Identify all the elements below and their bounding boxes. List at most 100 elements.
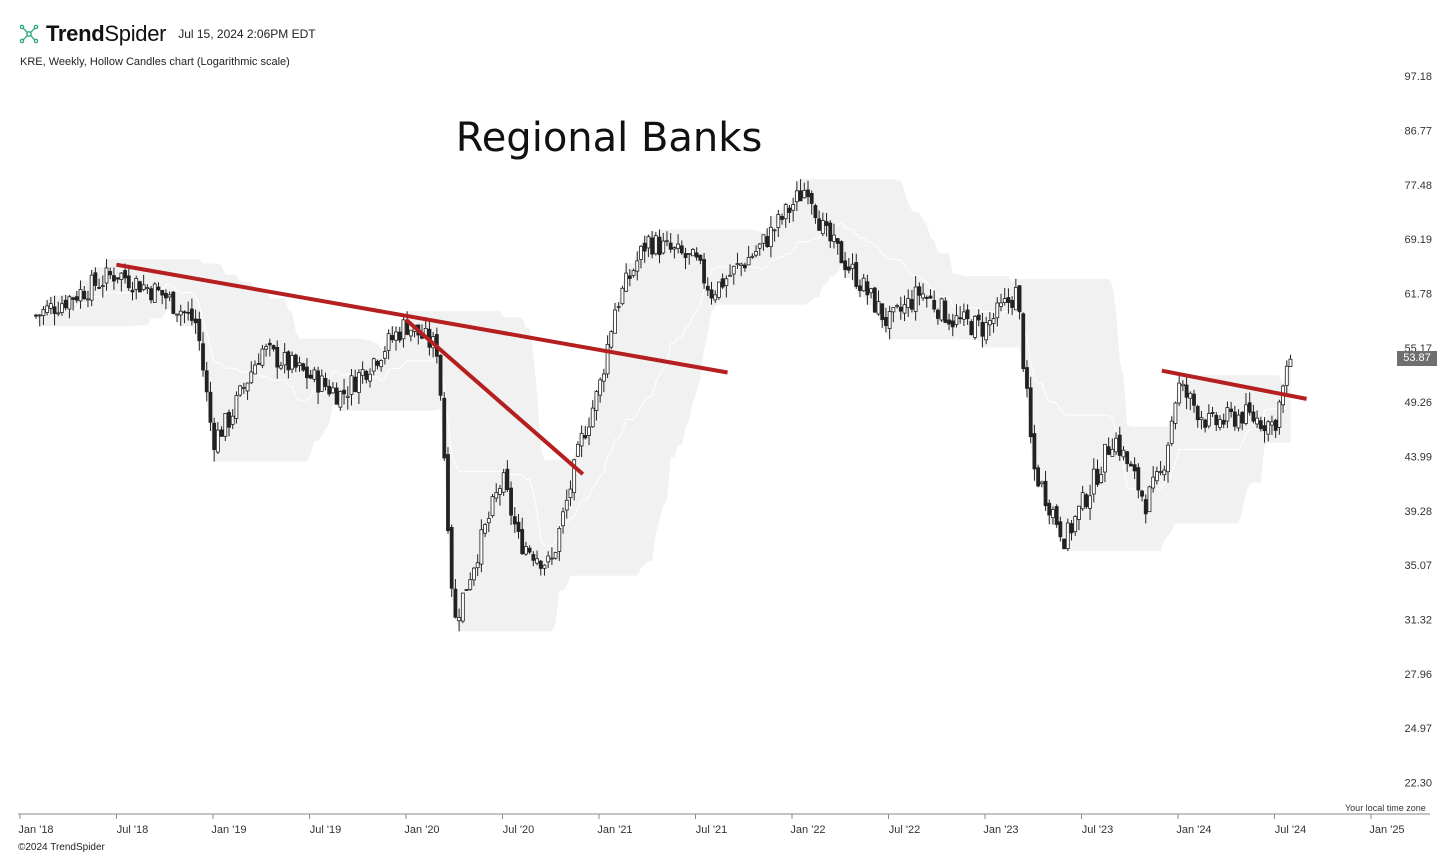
candle bbox=[750, 253, 755, 259]
candle bbox=[839, 240, 844, 264]
candle bbox=[509, 481, 513, 526]
candle bbox=[976, 309, 981, 327]
candle bbox=[327, 379, 332, 397]
header: TrendSpider Jul 15, 2024 2:06PM EDT bbox=[18, 20, 316, 48]
candle bbox=[1125, 450, 1130, 472]
candle bbox=[902, 295, 907, 322]
candle bbox=[1065, 518, 1070, 552]
candle bbox=[624, 263, 629, 293]
candle bbox=[1255, 410, 1259, 429]
candle bbox=[843, 251, 848, 279]
candle bbox=[134, 275, 139, 300]
candle bbox=[230, 409, 235, 430]
candle bbox=[1069, 520, 1074, 541]
candle bbox=[145, 284, 150, 294]
candle bbox=[646, 234, 651, 258]
trendline[interactable] bbox=[404, 318, 585, 476]
candle bbox=[568, 480, 573, 507]
candle bbox=[141, 274, 146, 292]
candle bbox=[175, 313, 179, 323]
candle bbox=[126, 265, 131, 291]
candle bbox=[717, 281, 721, 300]
candle bbox=[1192, 389, 1196, 413]
candle bbox=[1173, 401, 1178, 430]
trendline[interactable] bbox=[1161, 368, 1307, 401]
candle bbox=[249, 361, 254, 384]
y-tick-label: 69.19 bbox=[1404, 234, 1432, 246]
x-axis[interactable]: Jan '18 Jul '18 Jan '19 Jul '19 Jan '20 Jul '… bbox=[18, 814, 1405, 836]
candle bbox=[665, 231, 669, 247]
candle bbox=[761, 234, 766, 251]
candle bbox=[97, 278, 101, 290]
candle bbox=[138, 280, 142, 293]
candle bbox=[1151, 466, 1156, 493]
candle bbox=[338, 390, 343, 411]
candle bbox=[772, 228, 777, 242]
candle bbox=[305, 358, 309, 389]
candle bbox=[331, 382, 335, 394]
candle bbox=[63, 294, 68, 311]
candle bbox=[999, 293, 1003, 312]
candle bbox=[1036, 464, 1041, 488]
candle bbox=[906, 289, 911, 317]
candle bbox=[876, 290, 881, 316]
candle bbox=[1013, 278, 1018, 311]
candle bbox=[980, 312, 985, 348]
candle bbox=[794, 181, 799, 212]
candle bbox=[668, 233, 673, 253]
candle bbox=[561, 507, 565, 534]
trendlines bbox=[116, 262, 1307, 476]
candle bbox=[260, 344, 265, 369]
candle bbox=[961, 303, 966, 326]
candle bbox=[575, 441, 580, 458]
candle bbox=[67, 294, 72, 319]
candle bbox=[1106, 437, 1111, 456]
candle bbox=[969, 319, 974, 336]
candle bbox=[301, 362, 306, 372]
candle bbox=[832, 223, 836, 249]
y-tick-label: 61.78 bbox=[1404, 288, 1432, 300]
candle bbox=[880, 303, 885, 328]
copyright-notice: ©2024 TrendSpider bbox=[18, 842, 105, 853]
candle bbox=[364, 369, 369, 384]
candle bbox=[1028, 376, 1033, 444]
candle bbox=[1077, 505, 1081, 531]
candle bbox=[1236, 409, 1241, 432]
x-tick-label: Jan '20 bbox=[404, 824, 439, 836]
candle bbox=[898, 296, 903, 320]
brand-light: Spider bbox=[104, 21, 167, 46]
candle bbox=[1169, 416, 1174, 447]
candle bbox=[854, 253, 859, 290]
candle bbox=[1136, 463, 1141, 499]
candle bbox=[698, 254, 703, 265]
candle bbox=[160, 289, 165, 305]
candle bbox=[449, 524, 454, 598]
candle bbox=[208, 381, 213, 432]
x-tick-label: Jul '18 bbox=[117, 824, 148, 836]
trendline[interactable] bbox=[116, 262, 728, 375]
candle bbox=[130, 281, 135, 301]
candle bbox=[1032, 424, 1037, 481]
candle bbox=[186, 301, 191, 321]
candle bbox=[820, 212, 825, 237]
candle bbox=[605, 335, 610, 379]
candle bbox=[579, 425, 584, 458]
candle bbox=[223, 413, 228, 441]
candle bbox=[178, 304, 183, 326]
candle bbox=[472, 567, 476, 586]
candle bbox=[1162, 465, 1167, 481]
candle bbox=[1221, 413, 1226, 429]
candle bbox=[253, 360, 257, 375]
candle bbox=[520, 517, 525, 556]
candle bbox=[1251, 404, 1256, 424]
y-axis[interactable]: 97.1886.7777.4869.1961.7855.1749.2643.99… bbox=[1404, 71, 1432, 789]
candle bbox=[82, 286, 87, 300]
candle bbox=[368, 368, 372, 388]
y-tick-label: 86.77 bbox=[1404, 125, 1432, 137]
candle bbox=[442, 392, 447, 461]
candle bbox=[345, 386, 350, 410]
timezone-label[interactable]: Your local time zone bbox=[1345, 803, 1426, 813]
candle bbox=[765, 228, 770, 248]
candle bbox=[34, 313, 38, 319]
